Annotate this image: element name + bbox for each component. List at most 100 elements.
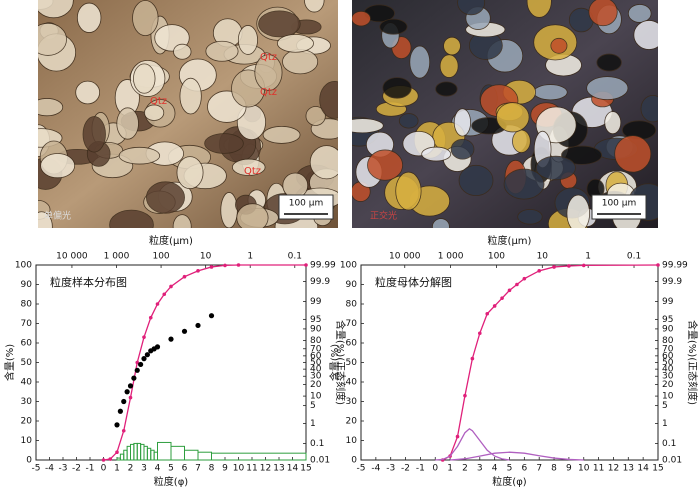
y2-tick-label: 20 — [662, 380, 674, 390]
grain — [586, 76, 629, 101]
y2-tick-label: 60 — [310, 351, 322, 361]
y-tick-label: 80 — [21, 300, 33, 310]
y2-tick-label: 1 — [662, 419, 668, 429]
data-point — [114, 422, 120, 428]
x2-tick-label: 1 — [585, 252, 591, 262]
grain — [457, 0, 486, 16]
grain — [116, 107, 139, 140]
y-tick-label: 90 — [21, 280, 33, 290]
series-line — [442, 264, 659, 461]
x2-tick-label: 10 — [537, 252, 549, 262]
x-axis-label: 粒度(φ) — [492, 475, 526, 488]
light-mode: 单偏光 — [44, 210, 71, 222]
data-point — [537, 269, 541, 273]
x-tick-label: 14 — [287, 464, 299, 474]
y-tick-label: 0 — [26, 456, 32, 466]
y2-tick-label: 50 — [662, 358, 674, 368]
mineral-label: Qtz — [260, 87, 277, 98]
x-tick-label: 14 — [637, 464, 649, 474]
x-tick-label: 13 — [623, 464, 634, 474]
x-tick-label: -5 — [32, 464, 41, 474]
y2-tick-label: 70 — [310, 344, 322, 354]
data-point — [101, 458, 106, 462]
x-tick-label: -1 — [86, 464, 95, 474]
y2-tick-label: 60 — [662, 351, 674, 361]
data-point — [304, 263, 308, 267]
x2-tick-label: 0.1 — [627, 252, 641, 262]
x-tick-label: 10 — [578, 464, 590, 474]
y-tick-label: 50 — [21, 358, 33, 368]
y2-tick-label: 0.1 — [310, 439, 324, 449]
y-tick-label: 30 — [346, 397, 358, 407]
data-point — [656, 263, 660, 267]
y-tick-label: 40 — [21, 378, 33, 388]
x2-tick-label: 10 000 — [389, 252, 421, 262]
y2-tick-label: 40 — [310, 365, 322, 375]
grain — [496, 102, 530, 133]
grain — [435, 81, 458, 97]
histogram-bar — [143, 445, 148, 461]
y-tick-label: 10 — [21, 436, 33, 446]
data-point — [117, 408, 123, 414]
histogram-bar — [130, 443, 135, 461]
y-tick-label: 0 — [351, 456, 357, 466]
x-tick-label: 6 — [182, 464, 188, 474]
grain — [179, 77, 202, 115]
data-point — [182, 274, 187, 279]
x-tick-label: 0 — [432, 464, 438, 474]
grain — [205, 40, 239, 62]
y-tick-label: 100 — [15, 261, 32, 271]
x2-tick-label: 100 — [488, 252, 505, 262]
grain — [220, 192, 238, 228]
x-tick-label: 9 — [222, 464, 228, 474]
data-point — [208, 313, 215, 319]
x-tick-label: 1 — [114, 464, 120, 474]
x-axis-label: 粒度(φ) — [154, 475, 188, 488]
y2-tick-label: 70 — [662, 344, 674, 354]
grain — [640, 95, 658, 123]
data-point — [154, 344, 161, 350]
plot-frame — [360, 264, 659, 461]
grain — [172, 214, 192, 228]
histogram-bar — [197, 451, 212, 461]
scale-label: 100 μm — [289, 199, 324, 209]
y-tick-label: 60 — [346, 339, 358, 349]
grain — [237, 25, 258, 55]
y-tick-label: 40 — [346, 378, 358, 388]
grain — [176, 156, 204, 190]
data-point — [131, 375, 137, 381]
y2-tick-label: 10 — [310, 392, 322, 402]
grain — [588, 0, 618, 27]
grain — [395, 171, 422, 211]
histogram-bar — [140, 443, 145, 461]
histogram-bar — [170, 445, 185, 461]
y-tick-label: 10 — [346, 436, 358, 446]
x-tick-label: -3 — [386, 464, 395, 474]
data-point — [141, 356, 147, 362]
x-tick-label: 4 — [155, 464, 161, 474]
grain — [75, 80, 101, 105]
x-tick-label: 7 — [536, 464, 542, 474]
y2-tick-label: 99.99 — [310, 261, 336, 271]
grain — [118, 146, 161, 165]
grain — [604, 111, 622, 135]
grain — [38, 211, 53, 228]
data-point — [567, 264, 571, 268]
data-point — [135, 360, 140, 365]
y2-tick-label: 0.01 — [662, 456, 682, 466]
x-tick-label: 0 — [101, 464, 107, 474]
grain — [443, 36, 461, 56]
grain — [550, 37, 568, 54]
data-point — [522, 276, 527, 281]
scale-box — [278, 194, 334, 220]
mineral-label: Qtz — [260, 52, 277, 63]
x2-axis-label: 粒度(μm) — [488, 234, 532, 247]
x-tick-label: 9 — [566, 464, 572, 474]
histogram-bar — [133, 442, 138, 461]
grain — [633, 20, 658, 50]
x2-tick-label: 10 000 — [56, 252, 88, 262]
y2-tick-label: 1 — [310, 419, 316, 429]
y2-tick-label: 30 — [662, 372, 674, 382]
data-point — [169, 284, 173, 289]
grain — [409, 45, 431, 79]
